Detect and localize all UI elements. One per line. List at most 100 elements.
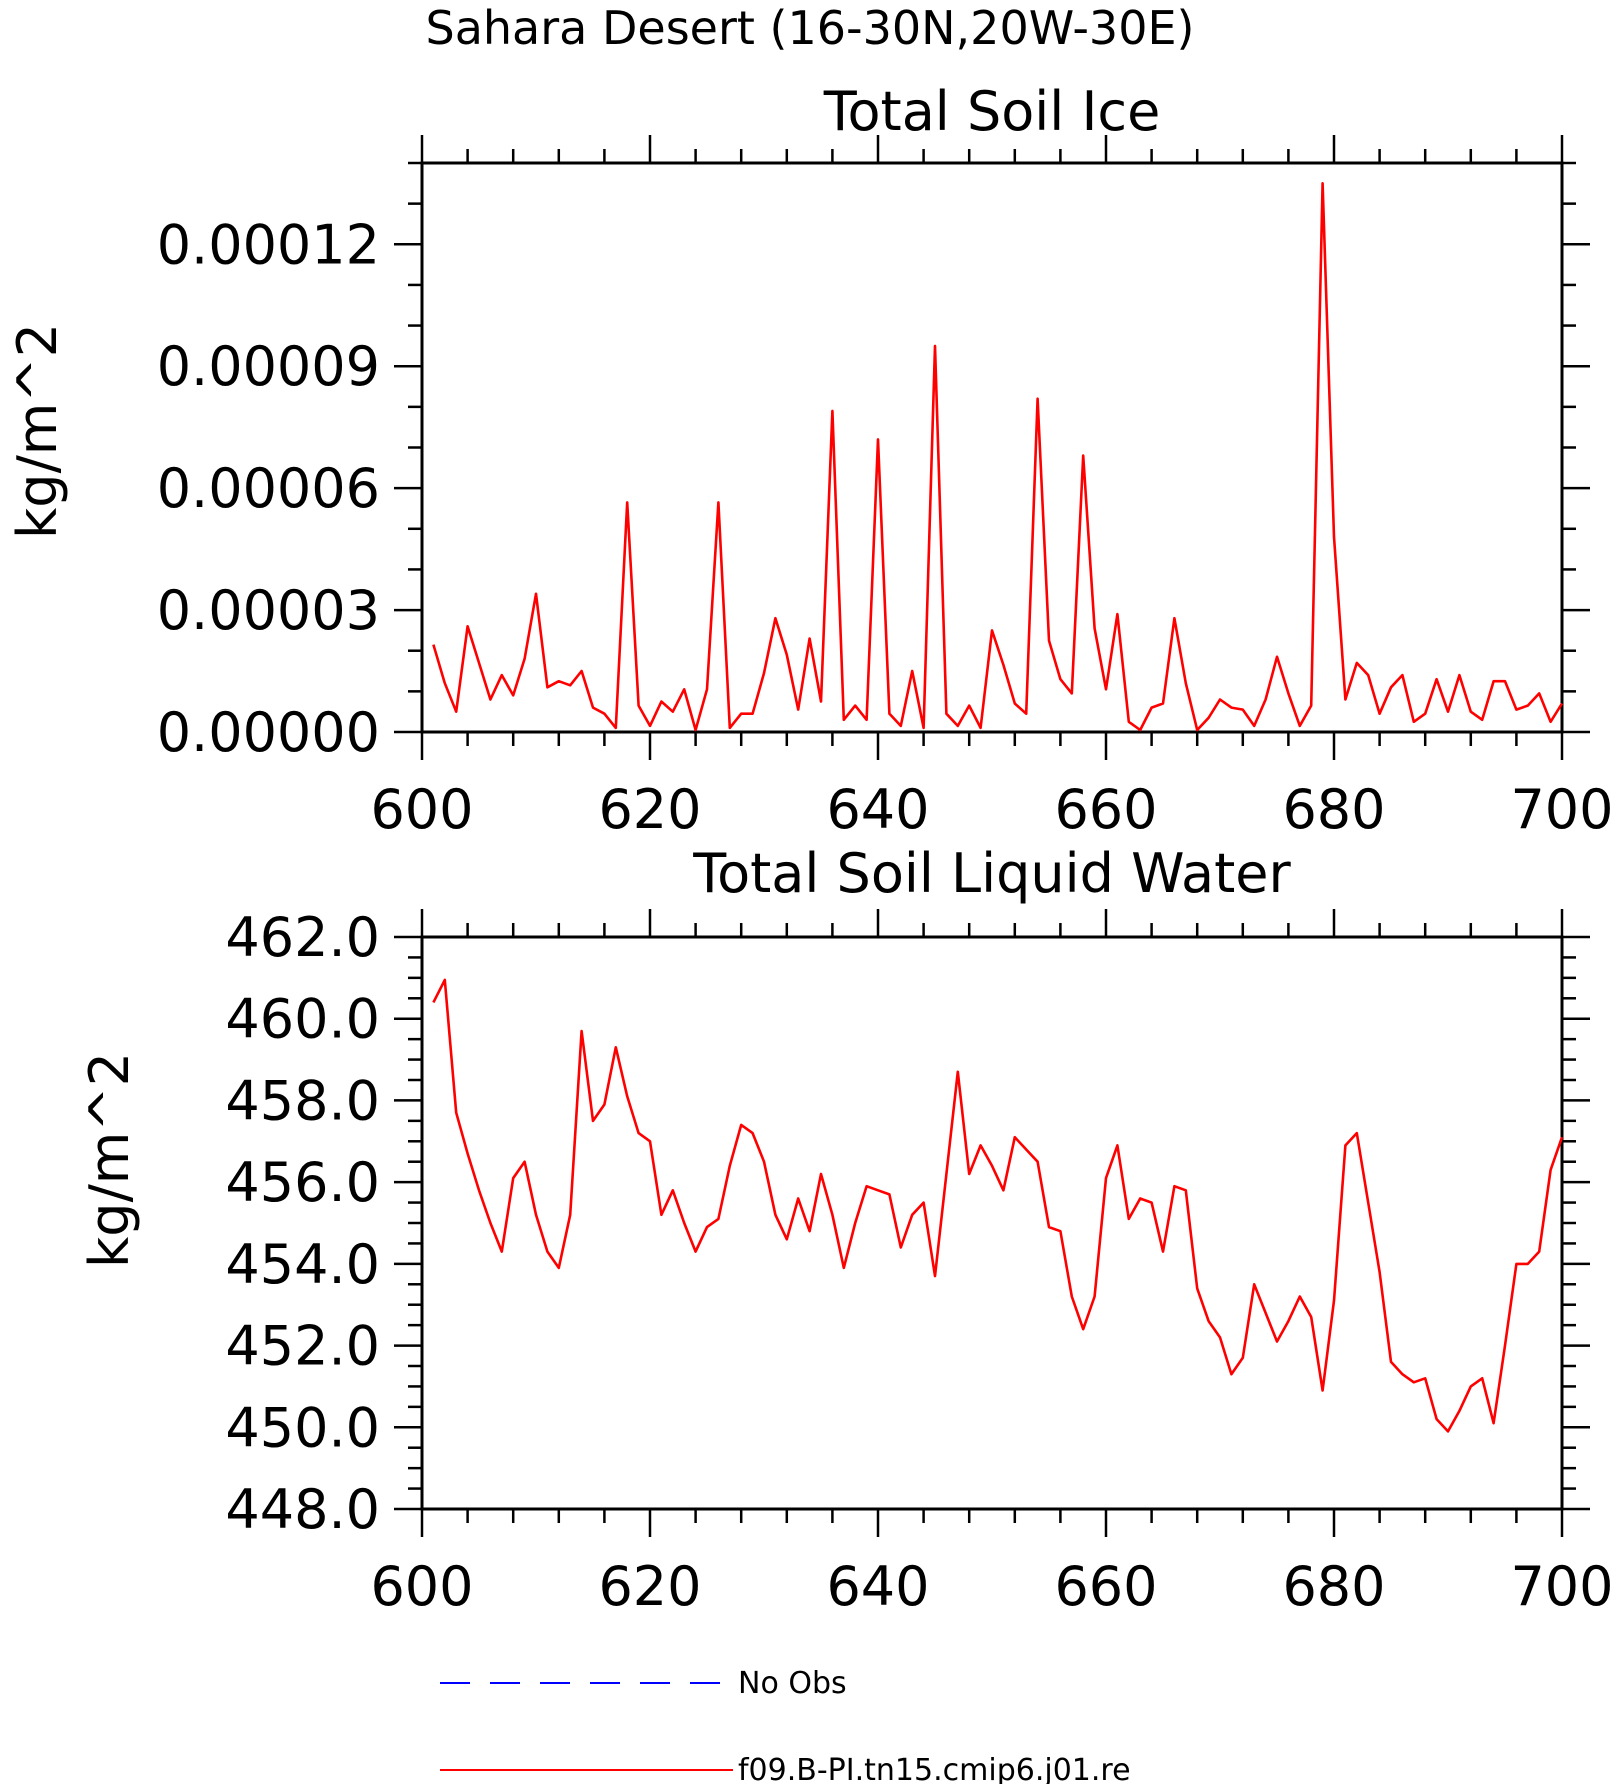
y-tick-label: 460.0 [225, 988, 380, 1051]
data-point [1390, 1361, 1392, 1363]
y-tick-label: 0.00006 [157, 457, 380, 520]
y-axis-label: kg/m^2 [78, 1052, 141, 1268]
data-point [1105, 1177, 1107, 1179]
data-point [489, 698, 491, 700]
data-point [1549, 1169, 1551, 1171]
data-point [717, 1218, 719, 1220]
data-point [1264, 1312, 1266, 1314]
data-point [1116, 1144, 1118, 1146]
data-point [957, 1071, 959, 1073]
data-point [820, 1173, 822, 1175]
data-point [1561, 1136, 1563, 1138]
y-tick-label: 450.0 [225, 1396, 380, 1459]
data-point [626, 1095, 628, 1097]
data-point [1549, 721, 1551, 723]
data-point [1458, 1410, 1460, 1412]
data-point [831, 1214, 833, 1216]
data-point [831, 410, 833, 412]
data-point [900, 725, 902, 727]
data-point [1321, 182, 1323, 184]
panel-soil-ice: Total Soil Ice kg/m^2 600 620 640 660 680 700… [6, 80, 1614, 841]
data-point [603, 1103, 605, 1105]
x-tick-label: 600 [370, 778, 473, 841]
data-point [1264, 698, 1266, 700]
data-point [820, 700, 822, 702]
data-point [1310, 1316, 1312, 1318]
data-point [1105, 688, 1107, 690]
x-tick-label: 600 [370, 1555, 473, 1618]
data-point [1242, 708, 1244, 710]
panel-soil-liquid-water: Total Soil Liquid Water kg/m^2 600 620 640… [78, 842, 1614, 1618]
data-point [854, 1222, 856, 1224]
data-point [432, 643, 434, 645]
legend-label-no-obs: No Obs [738, 1666, 847, 1701]
data-point [694, 1250, 696, 1252]
data-point [455, 1111, 457, 1113]
data-point [1242, 1357, 1244, 1359]
y-tick-label: 458.0 [225, 1069, 380, 1132]
data-point [740, 1124, 742, 1126]
data-point [466, 1152, 468, 1154]
data-point [523, 1161, 525, 1163]
data-point [1435, 1418, 1437, 1420]
data-point [1538, 692, 1540, 694]
data-point [1128, 721, 1130, 723]
data-point [1390, 686, 1392, 688]
data-point [1333, 1299, 1335, 1301]
data-point [660, 1214, 662, 1216]
data-point [501, 674, 503, 676]
data-point [751, 713, 753, 715]
data-point [1196, 1287, 1198, 1289]
data-point [1401, 674, 1403, 676]
data-point [466, 625, 468, 627]
data-point [580, 1030, 582, 1032]
data-point [569, 1214, 571, 1216]
data-point [945, 1173, 947, 1175]
panel-title: Total Soil Liquid Water [692, 842, 1291, 905]
data-point [546, 1250, 548, 1252]
data-point [797, 708, 799, 710]
data-point [1504, 1344, 1506, 1346]
data-point [683, 688, 685, 690]
data-point [808, 1230, 810, 1232]
data-point [1036, 398, 1038, 400]
data-point [1515, 708, 1517, 710]
data-point [558, 680, 560, 682]
data-point [455, 710, 457, 712]
data-point [1492, 680, 1494, 682]
data-point [911, 670, 913, 672]
data-point [888, 1193, 890, 1195]
data-point [1002, 1189, 1004, 1191]
data-point [1116, 613, 1118, 615]
x-tick-label: 660 [1054, 778, 1157, 841]
data-point [637, 1132, 639, 1134]
data-point [637, 704, 639, 706]
x-tick-label: 680 [1282, 778, 1385, 841]
data-point [888, 713, 890, 715]
y-tick-label: 454.0 [225, 1233, 380, 1296]
data-point [1230, 1373, 1232, 1375]
data-point [900, 1246, 902, 1248]
data-point [1378, 1271, 1380, 1273]
data-point [1424, 713, 1426, 715]
data-point [968, 1173, 970, 1175]
data-point [877, 438, 879, 440]
data-point [523, 658, 525, 660]
data-point [1025, 713, 1027, 715]
data-point [489, 1222, 491, 1224]
data-point [1527, 1263, 1529, 1265]
data-point [922, 727, 924, 729]
data-point [546, 686, 548, 688]
data-point [1447, 710, 1449, 712]
data-point [786, 1238, 788, 1240]
data-point [786, 654, 788, 656]
x-tick-label: 700 [1510, 778, 1613, 841]
data-point [865, 1185, 867, 1187]
data-point [1344, 1144, 1346, 1146]
data-point [1538, 1250, 1540, 1252]
data-point [854, 704, 856, 706]
data-point [558, 1267, 560, 1269]
x-tick-label: 640 [826, 1555, 929, 1618]
data-point [1470, 1385, 1472, 1387]
data-point [649, 725, 651, 727]
